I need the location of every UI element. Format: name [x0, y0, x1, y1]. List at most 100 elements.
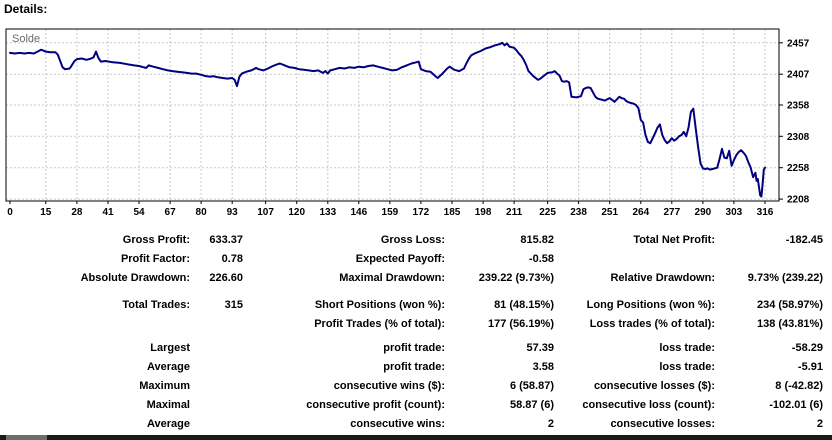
y-tick-label: 2358: [787, 101, 810, 112]
x-tick-label: 159: [382, 207, 399, 218]
y-tick-label: 2258: [787, 163, 810, 174]
stat-label: consecutive wins:: [350, 417, 445, 430]
stat-label: Absolute Drawdown:: [80, 271, 190, 284]
x-tick-label: 15: [40, 207, 52, 218]
x-tick-label: 67: [165, 207, 177, 218]
stats-row: Largest profit trade: 57.39 loss trade: -58.…: [0, 338, 823, 357]
stat-value: -0.58: [528, 252, 554, 265]
stat-label: consecutive wins ($):: [333, 379, 445, 392]
x-tick-label: 185: [444, 207, 461, 218]
details-heading: Details:: [4, 2, 48, 16]
stat-value: -102.01 (6): [769, 398, 823, 411]
stat-value: 9.73% (239.22): [747, 271, 823, 284]
series-label: Solde: [12, 33, 40, 45]
x-tick-label: 146: [350, 207, 367, 218]
x-tick-label: 80: [196, 207, 208, 218]
stat-value: 226.60: [209, 271, 243, 284]
x-tick-label: 277: [663, 207, 680, 218]
stat-value: 315: [224, 298, 243, 311]
stats-table: Gross Profit: 633.37 Gross Loss: 815.82 Tota…: [0, 230, 823, 433]
x-tick-label: 0: [7, 207, 13, 218]
y-tick-label: 2208: [787, 195, 810, 206]
stat-value: 234 (58.97%): [756, 298, 823, 311]
stat-label: consecutive losses ($):: [593, 379, 715, 392]
stat-value: 6 (58.87): [509, 379, 554, 392]
balance-chart: 2457 2407 2358 2308 2258 2208 0 15 28 41 54 67 80 93 1…: [5, 28, 810, 218]
horizontal-scrollbar[interactable]: [0, 435, 832, 440]
stat-label: Expected Payoff:: [355, 252, 445, 265]
stat-value: -58.29: [791, 341, 823, 354]
x-tick-label: 303: [726, 207, 743, 218]
x-tick-label: 238: [570, 207, 587, 218]
stat-value: 57.39: [526, 341, 554, 354]
stat-label: consecutive losses:: [610, 417, 715, 430]
x-tick-label: 133: [319, 207, 336, 218]
stat-value: 239.22 (9.73%): [478, 271, 554, 284]
stat-value: 58.87 (6): [509, 398, 554, 411]
stat-label: Average: [146, 417, 190, 430]
stat-label: Gross Profit:: [122, 233, 190, 246]
stats-row: Profit Factor: 0.78 Expected Payoff: -0.58: [0, 249, 823, 268]
x-tick-label: 28: [71, 207, 83, 218]
stat-label: Maximal Drawdown:: [339, 271, 445, 284]
stat-value: -182.45: [785, 233, 823, 246]
x-tick-label: 198: [475, 207, 492, 218]
stats-row: Absolute Drawdown: 226.60 Maximal Drawdown…: [0, 268, 823, 287]
stat-value: -5.91: [797, 360, 823, 373]
stat-label: Relative Drawdown:: [610, 271, 715, 284]
stats-row: Average profit trade: 3.58 loss trade: -5.91: [0, 357, 823, 376]
x-tick-label: 211: [506, 207, 523, 218]
stat-label: Short Positions (won %):: [314, 298, 445, 311]
stats-row: Total Trades: 315 Short Positions (won %):…: [0, 295, 823, 314]
stat-value: 633.37: [209, 233, 243, 246]
y-tick-label: 2308: [787, 132, 810, 143]
stat-label: consecutive profit (count):: [306, 398, 445, 411]
balance-line: [9, 41, 766, 198]
stats-row: Profit Trades (% of total): 177 (56.19%) L…: [0, 314, 823, 333]
stat-label: Long Positions (won %):: [586, 298, 715, 311]
stat-value: 81 (48.15%): [494, 298, 554, 311]
stat-value: 0.78: [221, 252, 243, 265]
balance-chart-svg: 2457 2407 2358 2308 2258 2208 0 15 28 41 54 67 80 93 1…: [5, 28, 810, 218]
x-tick-label: 107: [257, 207, 274, 218]
stat-value: 2: [547, 417, 554, 430]
stats-row: Maximal consecutive profit (count): 58.87 …: [0, 395, 823, 414]
stat-label: consecutive loss (count):: [582, 398, 715, 411]
stat-value: 8 (-42.82): [775, 379, 823, 392]
scrollbar-thumb[interactable]: [6, 435, 47, 440]
stat-label: Profit Trades (% of total):: [314, 317, 445, 330]
stat-label: Total Net Profit:: [633, 233, 715, 246]
stat-label: Maximal: [146, 398, 190, 411]
stat-label: Maximum: [139, 379, 190, 392]
x-tick-label: 93: [227, 207, 239, 218]
x-tick-label: 172: [413, 207, 430, 218]
stat-label: loss trade:: [659, 341, 715, 354]
stat-label: profit trade:: [383, 360, 445, 373]
x-tick-label: 225: [539, 207, 556, 218]
stat-label: profit trade:: [383, 341, 445, 354]
chart-frame: [5, 28, 780, 202]
stat-label: Largest: [150, 341, 190, 354]
stat-value: 815.82: [520, 233, 554, 246]
stat-label: Average: [146, 360, 190, 373]
stat-value: 2: [816, 417, 823, 430]
x-tick-label: 251: [601, 207, 618, 218]
y-tick-label: 2457: [787, 38, 810, 49]
x-tick-label: 120: [288, 207, 305, 218]
x-tick-label: 54: [133, 207, 145, 218]
stat-value: 177 (56.19%): [487, 317, 554, 330]
stats-row: Maximum consecutive wins ($): 6 (58.87) con…: [0, 376, 823, 395]
stat-label: loss trade:: [659, 360, 715, 373]
stats-row: Gross Profit: 633.37 Gross Loss: 815.82 Tota…: [0, 230, 823, 249]
stat-label: Gross Loss:: [380, 233, 445, 246]
x-tick-label: 264: [632, 207, 649, 218]
stat-label: Total Trades:: [122, 298, 190, 311]
stat-value: 3.58: [532, 360, 554, 373]
stat-label: Loss trades (% of total):: [589, 317, 715, 330]
stat-value: 138 (43.81%): [756, 317, 823, 330]
x-tick-label: 316: [757, 207, 774, 218]
stat-label: Profit Factor:: [120, 252, 190, 265]
x-tick-label: 41: [102, 207, 114, 218]
y-tick-label: 2407: [787, 70, 810, 81]
stats-row: Average consecutive wins: 2 consecutive los…: [0, 414, 823, 433]
